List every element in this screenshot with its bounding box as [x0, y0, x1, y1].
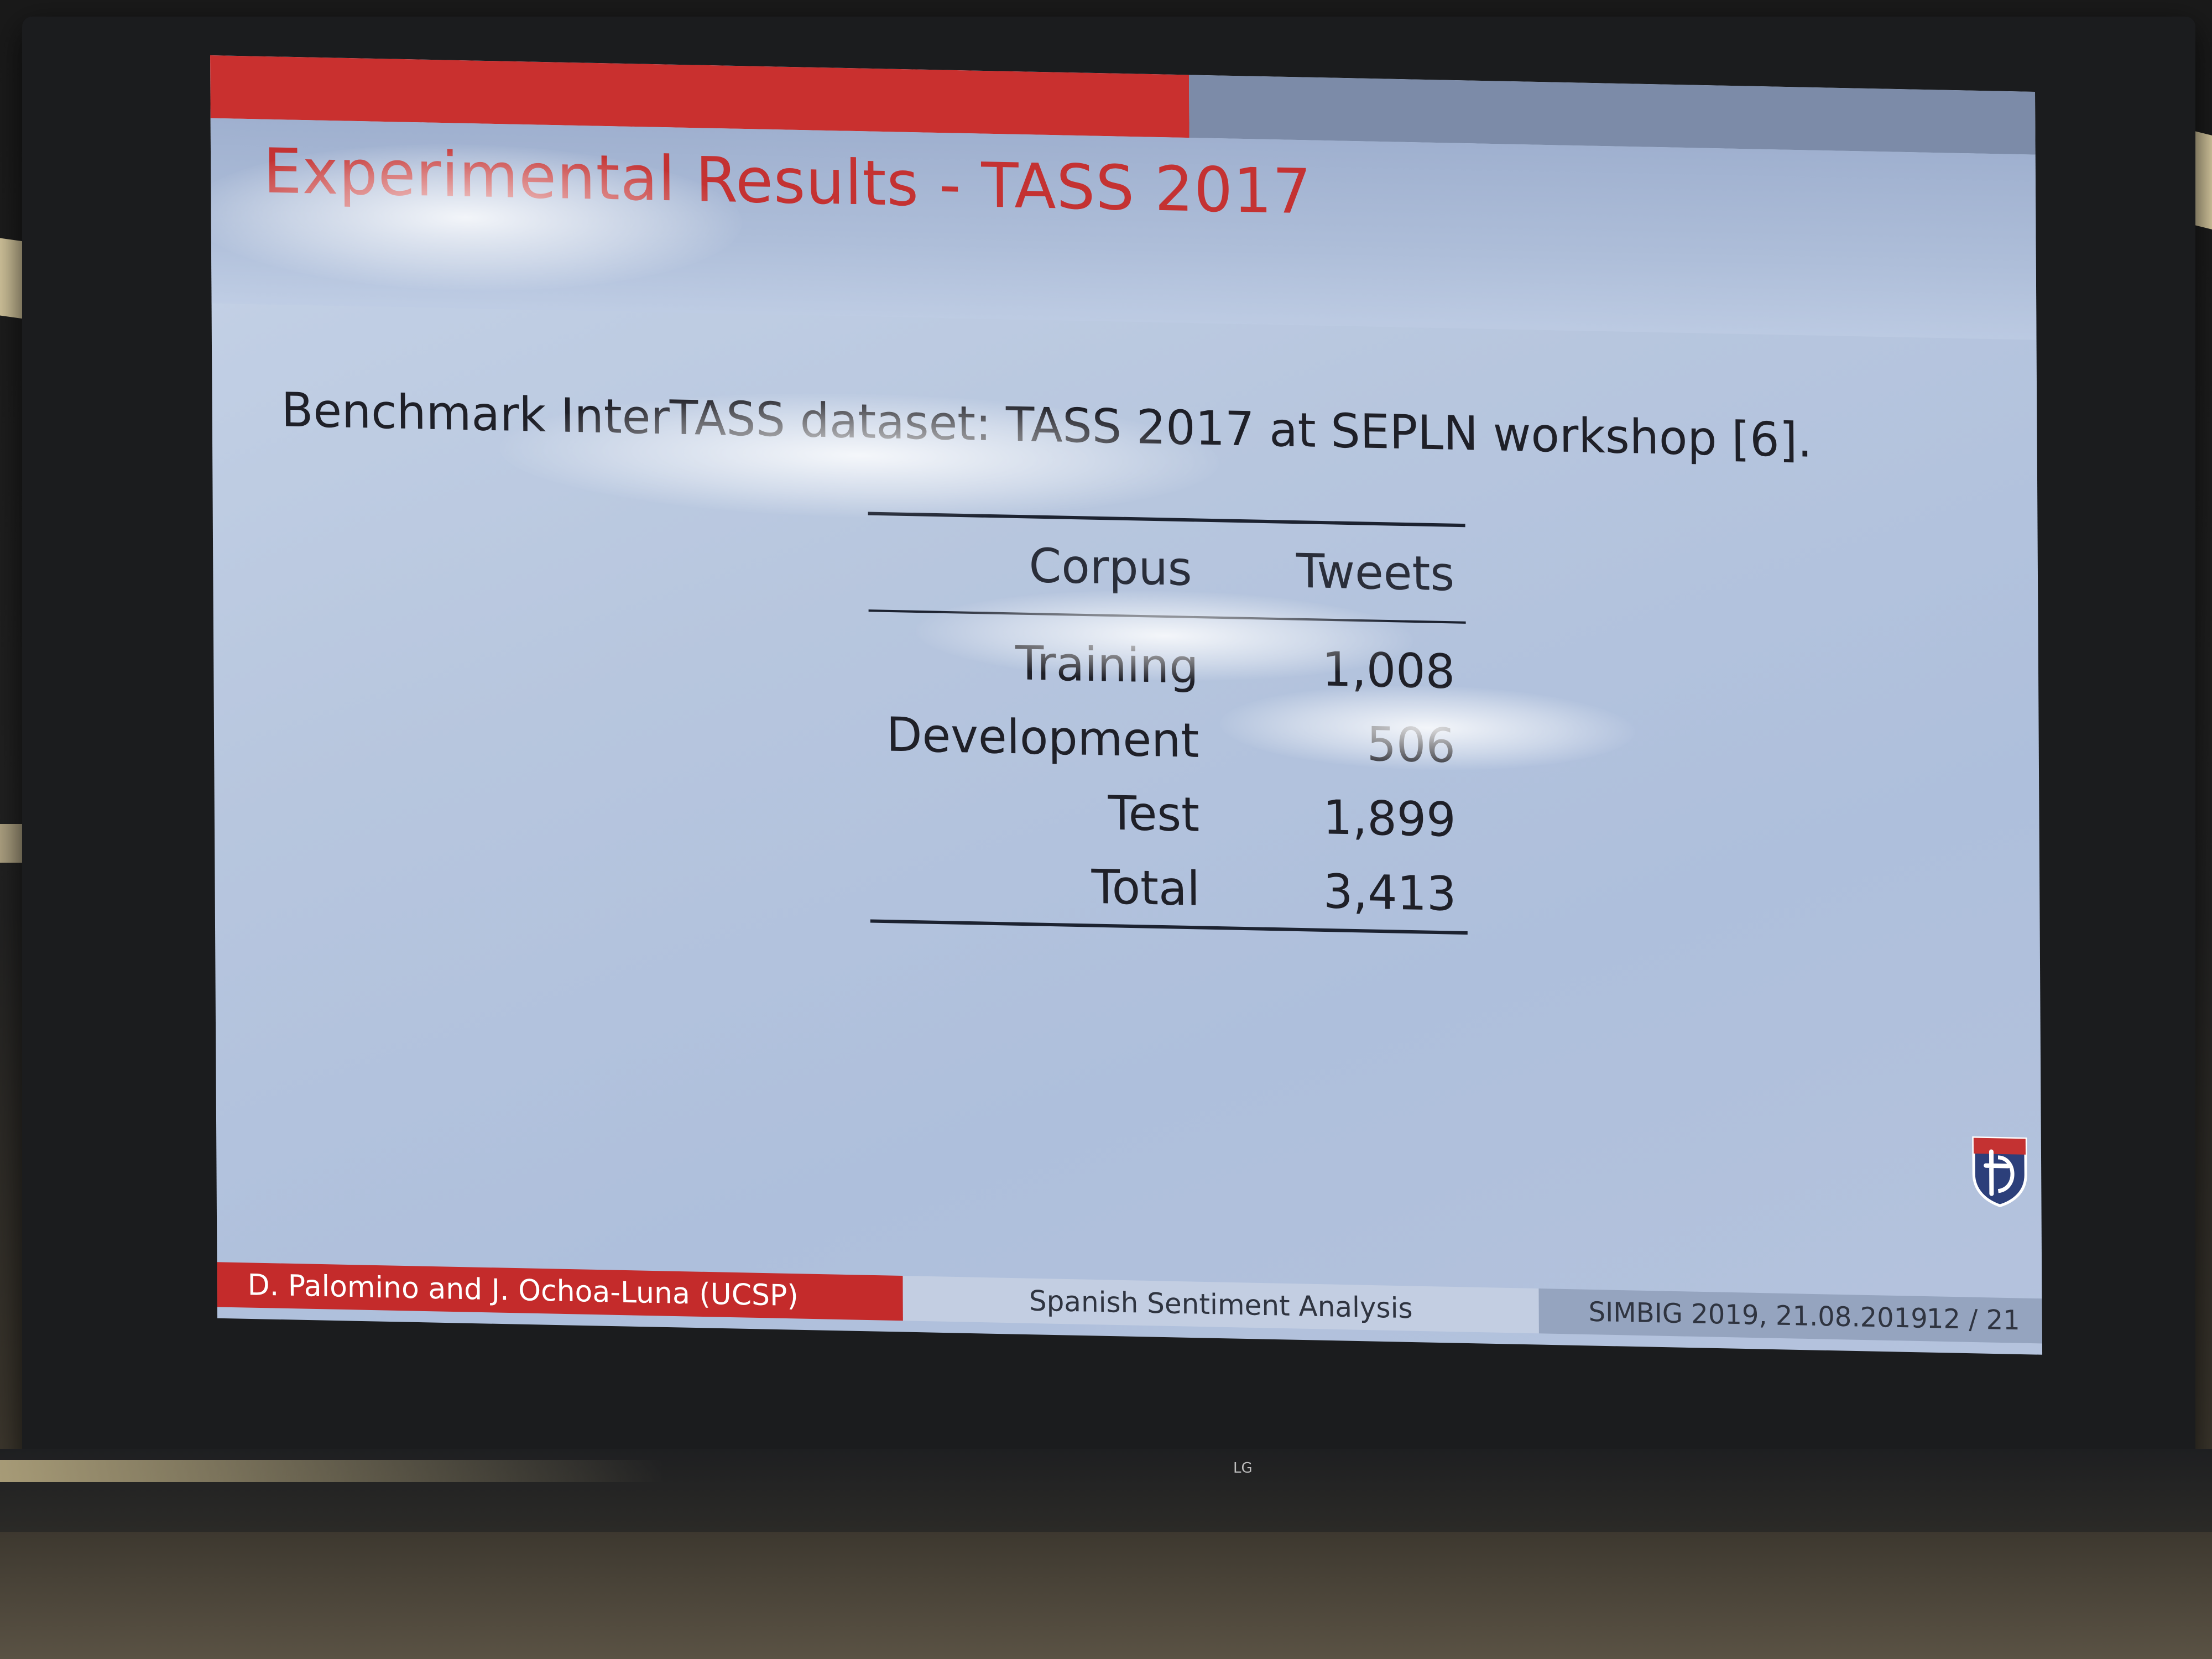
footer-topic: Spanish Sentiment Analysis — [902, 1276, 1539, 1334]
table-row: Training 1,008 — [869, 623, 1467, 709]
corpus-table-body: Training 1,008 Development 506 Test 1,89… — [869, 623, 1468, 932]
row-tweets-value: 1,008 — [1322, 641, 1455, 700]
row-tweets-value: 3,413 — [1323, 864, 1457, 922]
corpus-table: Corpus Tweets Training 1,008 Development… — [868, 512, 1479, 935]
desk-light-reflection — [0, 1460, 664, 1482]
university-shield-icon — [1972, 1136, 2027, 1207]
footer-authors: D. Palomino and J. Ochoa-Luna (UCSP) — [217, 1262, 903, 1321]
presentation-slide: Experimental Results - TASS 2017 Benchma… — [210, 55, 2043, 1355]
header-corpus: Corpus — [1029, 538, 1192, 597]
footer-event-date: SIMBIG 2019, 21.08.2019 — [1588, 1296, 1928, 1335]
table-header-row: Corpus Tweets — [868, 515, 1466, 622]
footer-event-info: SIMBIG 2019, 21.08.2019 12 / 21 — [1538, 1288, 2042, 1344]
footer-page-number: 12 / 21 — [1926, 1303, 2020, 1337]
row-tweets-value: 506 — [1366, 716, 1456, 774]
table-row: Test 1,899 — [869, 771, 1467, 857]
row-corpus-label: Development — [886, 707, 1199, 769]
table-row: Total 3,413 — [870, 845, 1468, 931]
row-corpus-label: Test — [1108, 785, 1200, 843]
row-corpus-label: Total — [1091, 859, 1201, 917]
table-row: Development 506 — [869, 697, 1467, 784]
row-corpus-label: Training — [1015, 635, 1199, 695]
desk-surface — [0, 1532, 2212, 1659]
row-tweets-value: 1,899 — [1322, 790, 1456, 848]
slide-intro-text: Benchmark InterTASS dataset: TASS 2017 a… — [281, 382, 1813, 468]
tv-brand-logo: LG — [1233, 1460, 1253, 1477]
header-tweets: Tweets — [1296, 543, 1455, 602]
corpus-table-grid: Corpus Tweets — [868, 515, 1466, 622]
